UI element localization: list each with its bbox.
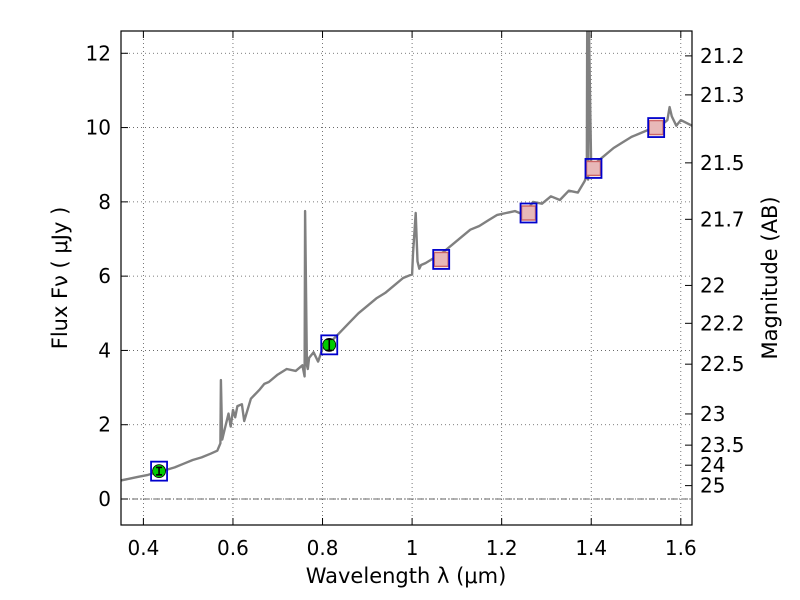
magnitude-tick-label: 22.5 bbox=[700, 352, 745, 376]
magnitude-tick-label: 24 bbox=[700, 453, 725, 477]
model-flux-box bbox=[647, 117, 666, 138]
magnitude-tick-label: 21.2 bbox=[700, 44, 745, 68]
y-tick-label: 10 bbox=[86, 116, 111, 140]
model-flux-box bbox=[519, 202, 538, 224]
magnitude-tick-label: 23.5 bbox=[700, 433, 745, 457]
magnitude-tick-label: 21.7 bbox=[700, 207, 745, 231]
y-axis-ticks: 0 2 4 6 8 10 12 bbox=[86, 41, 128, 511]
spectrum-layer bbox=[121, 31, 692, 482]
y2-axis-title: Magnitude (AB) bbox=[758, 196, 782, 359]
x-axis-ticks: 0.4 0.6 0.8 1 1.2 1.4 1.6 bbox=[127, 31, 697, 560]
predicted-flux-marker bbox=[648, 119, 664, 136]
y-tick-label: 2 bbox=[98, 413, 111, 437]
photometry-layer bbox=[150, 117, 666, 482]
y-axis-title: Flux Fν ( μJy ) bbox=[48, 207, 72, 350]
plot-frame bbox=[120, 30, 693, 526]
y-tick-label: 4 bbox=[98, 338, 111, 362]
x-tick-label: 1 bbox=[406, 536, 419, 560]
predicted-flux-marker bbox=[585, 160, 602, 177]
spectrum-line bbox=[121, 31, 692, 482]
x-tick-label: 1.4 bbox=[575, 536, 607, 560]
model-flux-box bbox=[584, 158, 603, 179]
y-tick-label: 8 bbox=[98, 190, 111, 214]
x-tick-label: 0.4 bbox=[127, 536, 159, 560]
y-tick-label: 6 bbox=[98, 264, 111, 288]
x-tick-label: 0.8 bbox=[307, 536, 339, 560]
y-tick-label: 12 bbox=[86, 41, 111, 65]
magnitude-tick-label: 25 bbox=[700, 474, 725, 498]
magnitude-tick-label: 22.2 bbox=[700, 311, 745, 335]
y-tick-label: 0 bbox=[98, 487, 111, 511]
magnitude-tick-label: 21.3 bbox=[700, 83, 745, 107]
model-flux-box bbox=[150, 460, 168, 482]
predicted-flux-marker bbox=[520, 205, 537, 221]
magnitude-tick-label: 22 bbox=[700, 273, 725, 297]
x-tick-label: 0.6 bbox=[217, 536, 249, 560]
model-flux-box bbox=[432, 249, 451, 270]
x-tick-label: 1.2 bbox=[486, 536, 518, 560]
plot-background bbox=[121, 31, 692, 525]
magnitude-tick-label: 21.5 bbox=[700, 151, 745, 175]
model-flux-box bbox=[320, 334, 339, 356]
predicted-flux-marker bbox=[433, 251, 449, 268]
magnitude-tick-label: 23 bbox=[700, 402, 725, 426]
x-axis-title: Wavelength λ (μm) bbox=[306, 564, 507, 588]
x-tick-label: 1.6 bbox=[665, 536, 697, 560]
